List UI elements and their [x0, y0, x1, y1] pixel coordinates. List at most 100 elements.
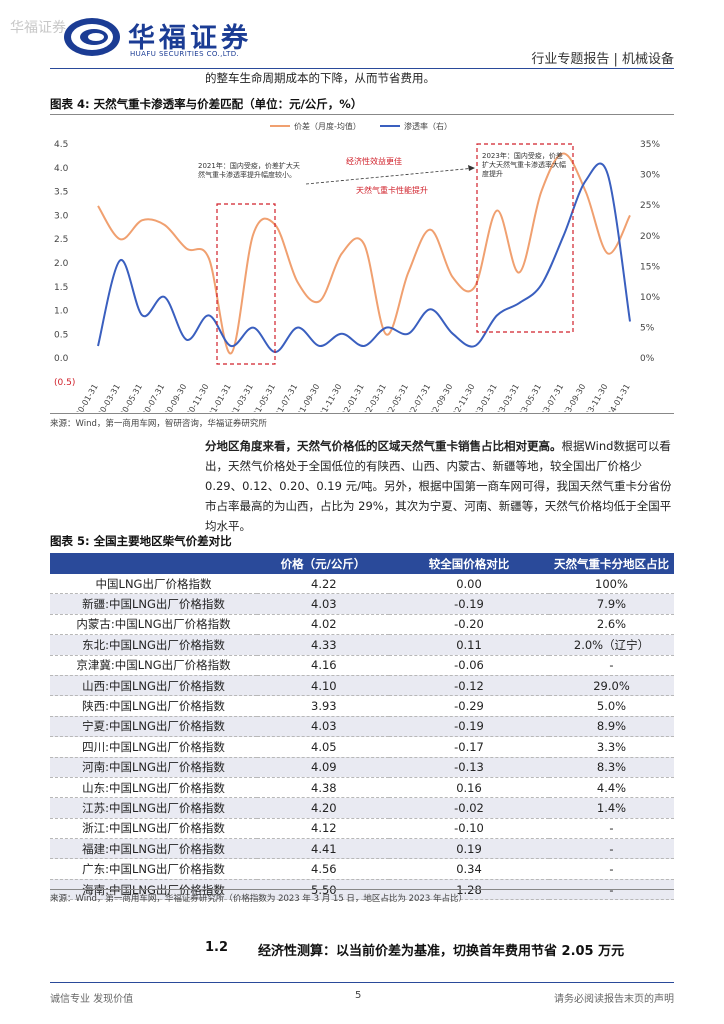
diff-cell: -0.12	[389, 675, 549, 697]
region-name-cell: 山西:中国LNG出厂价格指数	[50, 675, 257, 697]
figure4-title: 图表 4: 天然气重卡渗透率与价差匹配（单位：元/公斤，%）	[50, 97, 363, 111]
diff-cell: 0.00	[389, 574, 549, 595]
share-cell: 8.9%	[549, 716, 674, 738]
region-name-cell: 京津冀:中国LNG出厂价格指数	[50, 655, 257, 676]
region-name-cell: 宁夏:中国LNG出厂价格指数	[50, 716, 257, 738]
table-header-row: 价格（元/公斤） 较全国价格对比 天然气重卡分地区占比	[50, 553, 674, 574]
figure4-bottom-rule	[50, 413, 674, 414]
table-row: 广东:中国LNG出厂价格指数 4.56 0.34-	[50, 858, 674, 880]
right-axis-tick-label: 35%	[640, 140, 660, 150]
analysis-paragraph-body: 根据Wind数据可以看出，天然气价格处于全国低位的有陕西、山西、内蒙古、新疆等地…	[205, 439, 672, 533]
left-axis-tick-label: (0.5)	[54, 378, 75, 388]
table-row: 新疆:中国LNG出厂价格指数 4.03 -0.19 7.9%	[50, 593, 674, 615]
left-axis-tick-label: 0.5	[54, 330, 68, 340]
share-cell: -	[549, 818, 674, 840]
left-axis-tick-label: 1.5	[54, 283, 68, 293]
right-axis-tick-label: 15%	[640, 262, 660, 272]
share-cell: 3.3%	[549, 736, 674, 758]
right-axis-tick-label: 25%	[640, 201, 660, 211]
price-cell: 4.10	[257, 675, 389, 697]
share-cell: -	[549, 655, 674, 676]
left-axis-tick-label: 1.0	[54, 307, 69, 317]
table-row: 陕西:中国LNG出厂价格指数 3.93 -0.29 5.0%	[50, 695, 674, 717]
annotation-2023: 2023年：国内受疫，价差扩大天然气重卡渗透率大幅度提升	[482, 152, 566, 178]
region-name-cell: 中国LNG出厂价格指数	[50, 574, 257, 595]
diff-cell: -0.10	[389, 818, 549, 840]
footer-disclaimer: 请务必阅读报告末页的声明	[554, 994, 674, 1005]
table-row: 内蒙古:中国LNG出厂价格指数 4.02 -0.20 2.6%	[50, 614, 674, 636]
table-row: 江苏:中国LNG出厂价格指数 4.20 -0.02 1.4%	[50, 797, 674, 819]
diff-cell: 0.34	[389, 858, 549, 880]
diff-cell: 0.19	[389, 838, 549, 860]
region-name-cell: 东北:中国LNG出厂价格指数	[50, 634, 257, 656]
footer-slogan: 诚信专业 发现价值	[50, 994, 134, 1005]
watermark-text: 华福证券	[10, 20, 66, 36]
region-name-cell: 山东:中国LNG出厂价格指数	[50, 777, 257, 799]
region-name-cell: 福建:中国LNG出厂价格指数	[50, 838, 257, 860]
diff-cell: -0.13	[389, 757, 549, 778]
diff-cell: -0.19	[389, 593, 549, 615]
region-name-cell: 陕西:中国LNG出厂价格指数	[50, 695, 257, 717]
figure4-chart: 4.5 4.0 3.5 3.0 2.5 2.0 1.5 1.0 0.5 0.0 (0.5) 35% 3…	[54, 121, 660, 412]
analysis-paragraph: 分地区角度来看，天然气价格低的区域天然气重卡销售占比相对更高。根据Wind数据可…	[205, 436, 675, 536]
price-comparison-table: 价格（元/公斤） 较全国价格对比 天然气重卡分地区占比 中国LNG出厂价格指数 4…	[50, 553, 674, 901]
price-cell: 4.12	[257, 818, 389, 840]
region-name-cell: 广东:中国LNG出厂价格指数	[50, 858, 257, 880]
share-cell: 29.0%	[549, 675, 674, 697]
price-spread-line	[97, 152, 631, 355]
region-name-cell: 浙江:中国LNG出厂价格指数	[50, 818, 257, 840]
table-row: 山东:中国LNG出厂价格指数 4.38 0.16 4.4%	[50, 777, 674, 799]
legend-rate-label: 渗透率（右）	[404, 121, 452, 131]
share-cell: 4.4%	[549, 777, 674, 799]
share-cell: 5.0%	[549, 695, 674, 717]
intro-line: 的整车生命周期成本的下降，从而节省费用。	[205, 71, 435, 85]
highlight-box-2023	[476, 143, 574, 333]
price-cell: 3.93	[257, 695, 389, 717]
left-axis-tick-label: 0.0	[54, 354, 69, 364]
share-cell: 7.9%	[549, 593, 674, 615]
table-row: 中国LNG出厂价格指数 4.22 0.00 100%	[50, 574, 674, 595]
diff-cell: 0.16	[389, 777, 549, 799]
diff-cell: -0.29	[389, 695, 549, 717]
share-cell: 100%	[549, 574, 674, 595]
doc-type: 行业专题报告 | 机械设备	[531, 52, 674, 67]
region-name-cell: 江苏:中国LNG出厂价格指数	[50, 797, 257, 819]
right-axis-tick-label: 10%	[640, 293, 660, 303]
share-cell: 2.0%（辽宁）	[549, 634, 674, 656]
price-cell: 4.03	[257, 716, 389, 738]
figure4-top-rule	[50, 114, 674, 115]
table-header-cell: 价格（元/公斤）	[257, 553, 389, 574]
annotation-economy: 经济性效益更佳	[346, 156, 402, 166]
right-axis-tick-label: 5%	[640, 324, 655, 334]
diff-cell: -0.17	[389, 736, 549, 758]
figure5-bottom-rule	[50, 889, 674, 890]
section-title: 经济性测算：以当前价差为基准，切换首年费用节省 2.05 万元	[258, 944, 625, 959]
header-rule	[50, 68, 674, 69]
diff-cell: 0.11	[389, 634, 549, 656]
price-cell: 4.38	[257, 777, 389, 799]
table-row: 京津冀:中国LNG出厂价格指数 4.16 -0.06-	[50, 655, 674, 676]
highlight-box-2021	[216, 203, 276, 365]
left-axis-tick-label: 2.5	[54, 235, 68, 245]
price-cell: 4.20	[257, 797, 389, 819]
figure4-source: 来源：Wind，第一商用车网，智研咨询，华福证券研究所	[50, 419, 267, 429]
right-axis-tick-label: 20%	[640, 232, 660, 242]
page-number: 5	[355, 990, 362, 1001]
price-cell: 4.02	[257, 614, 389, 636]
price-cell: 4.41	[257, 838, 389, 860]
left-axis-tick-label: 3.5	[54, 188, 68, 198]
penetration-rate-line	[97, 162, 631, 354]
price-cell: 4.22	[257, 574, 389, 595]
region-name-cell: 新疆:中国LNG出厂价格指数	[50, 593, 257, 615]
table-row: 四川:中国LNG出厂价格指数 4.05 -0.17 3.3%	[50, 736, 674, 758]
legend-price-label: 价差（月度-均值）	[294, 121, 361, 131]
table-header-cell	[50, 553, 257, 574]
left-axis-tick-label: 4.0	[54, 164, 69, 174]
price-cell: 4.03	[257, 593, 389, 615]
table-row: 浙江:中国LNG出厂价格指数 4.12 -0.10-	[50, 818, 674, 840]
share-cell: 8.3%	[549, 757, 674, 778]
diff-cell: -0.06	[389, 655, 549, 676]
table-header-cell: 天然气重卡分地区占比	[549, 553, 674, 574]
share-cell: 2.6%	[549, 614, 674, 636]
footer-rule	[50, 982, 674, 983]
